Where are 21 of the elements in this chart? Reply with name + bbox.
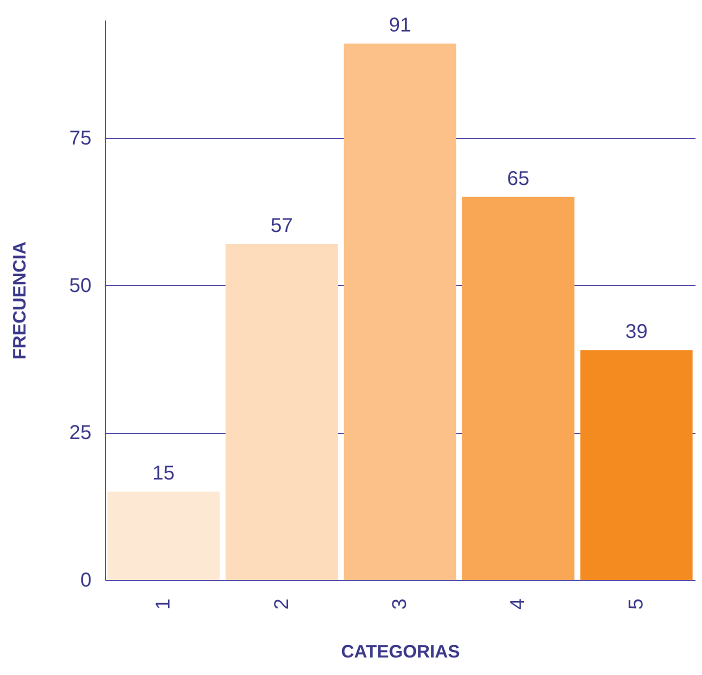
bar [226,244,338,580]
bar [462,196,574,580]
y-tick-label: 50 [69,274,92,297]
data-label: 15 [152,462,175,485]
x-axis-title: CATEGORIAS [341,642,460,662]
x-tick-label: 3 [389,598,411,610]
data-label: 39 [625,321,648,344]
bar [344,44,456,580]
x-tick-label: 1 [152,598,175,610]
data-label: 57 [270,215,293,237]
x-tick-label: 5 [625,598,648,610]
y-tick-label: 25 [69,422,92,444]
data-label: 91 [388,14,412,37]
y-tick-label: 75 [69,127,92,150]
bar [107,492,220,580]
y-axis-title: FRECUENCIA [9,241,30,360]
data-label: 65 [507,168,530,190]
bar [580,350,693,580]
x-tick-label: 2 [270,598,293,610]
y-tick-label: 0 [80,570,92,592]
x-tick-label: 4 [507,598,530,610]
